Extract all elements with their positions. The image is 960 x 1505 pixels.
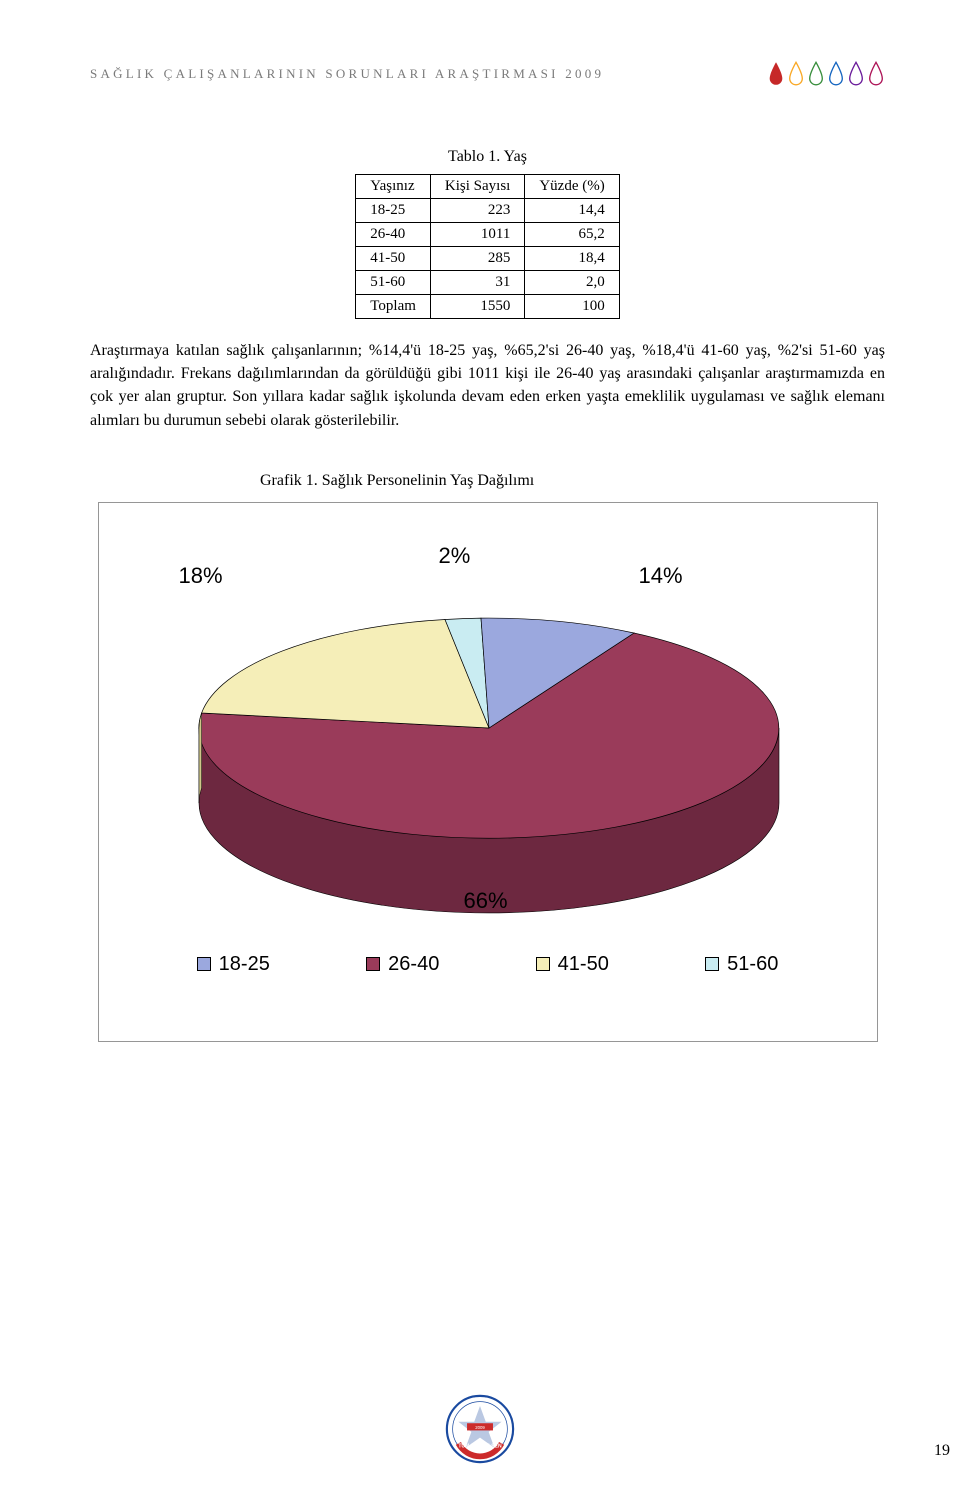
chart-title: Grafik 1. Sağlık Personelinin Yaş Dağılı… [260, 472, 885, 490]
svg-text:2009: 2009 [475, 1425, 485, 1430]
legend-item: 41-50 [536, 953, 609, 976]
drop-icon [867, 60, 885, 88]
legend-item: 26-40 [366, 953, 439, 976]
drop-icon [827, 60, 845, 88]
col-header: Yüzde (%) [525, 175, 619, 199]
pct-label-14: 14% [639, 563, 683, 589]
drop-icon [807, 60, 825, 88]
page-number: 19 [934, 1442, 950, 1460]
logo-drops [767, 60, 885, 88]
col-header: Kişi Sayısı [430, 175, 524, 199]
swatch-icon [366, 957, 380, 971]
slice-41-50 [201, 619, 488, 728]
pct-label-18: 18% [179, 563, 223, 589]
table-row: 18-25 223 14,4 [356, 199, 619, 223]
table-row: 41-50 285 18,4 [356, 247, 619, 271]
body-paragraph: Araştırmaya katılan sağlık çalışanlarını… [90, 339, 885, 432]
page-header: SAĞLIK ÇALIŞANLARININ SORUNLARI ARAŞTIRM… [90, 60, 885, 88]
legend-item: 18-25 [197, 953, 270, 976]
table-row: 26-40 1011 65,2 [356, 223, 619, 247]
age-table: Yaşınız Kişi Sayısı Yüzde (%) 18-25 223 … [355, 174, 619, 319]
swatch-icon [536, 957, 550, 971]
chart-frame: 18% 2% 14% 66% 18-25 26-40 41-50 51-60 [98, 502, 878, 1042]
legend-item: 51-60 [705, 953, 778, 976]
footer-logo-icon: 2009 TÜM SAĞLIK-SEN [444, 1393, 516, 1465]
pie-chart: 18% 2% 14% 66% [119, 523, 857, 923]
header-title: SAĞLIK ÇALIŞANLARININ SORUNLARI ARAŞTIRM… [90, 66, 604, 82]
swatch-icon [197, 957, 211, 971]
pct-label-66: 66% [464, 888, 508, 914]
chart-legend: 18-25 26-40 41-50 51-60 [119, 953, 857, 976]
pct-label-2: 2% [439, 543, 471, 569]
swatch-icon [705, 957, 719, 971]
col-header: Yaşınız [356, 175, 431, 199]
table-row: Toplam 1550 100 [356, 295, 619, 319]
pie-svg [119, 523, 859, 923]
page-footer: 2009 TÜM SAĞLIK-SEN 19 [0, 1393, 960, 1470]
drop-icon [787, 60, 805, 88]
table-header-row: Yaşınız Kişi Sayısı Yüzde (%) [356, 175, 619, 199]
drop-icon [767, 60, 785, 88]
table-row: 51-60 31 2,0 [356, 271, 619, 295]
table-title: Tablo 1. Yaş [90, 148, 885, 166]
drop-icon [847, 60, 865, 88]
